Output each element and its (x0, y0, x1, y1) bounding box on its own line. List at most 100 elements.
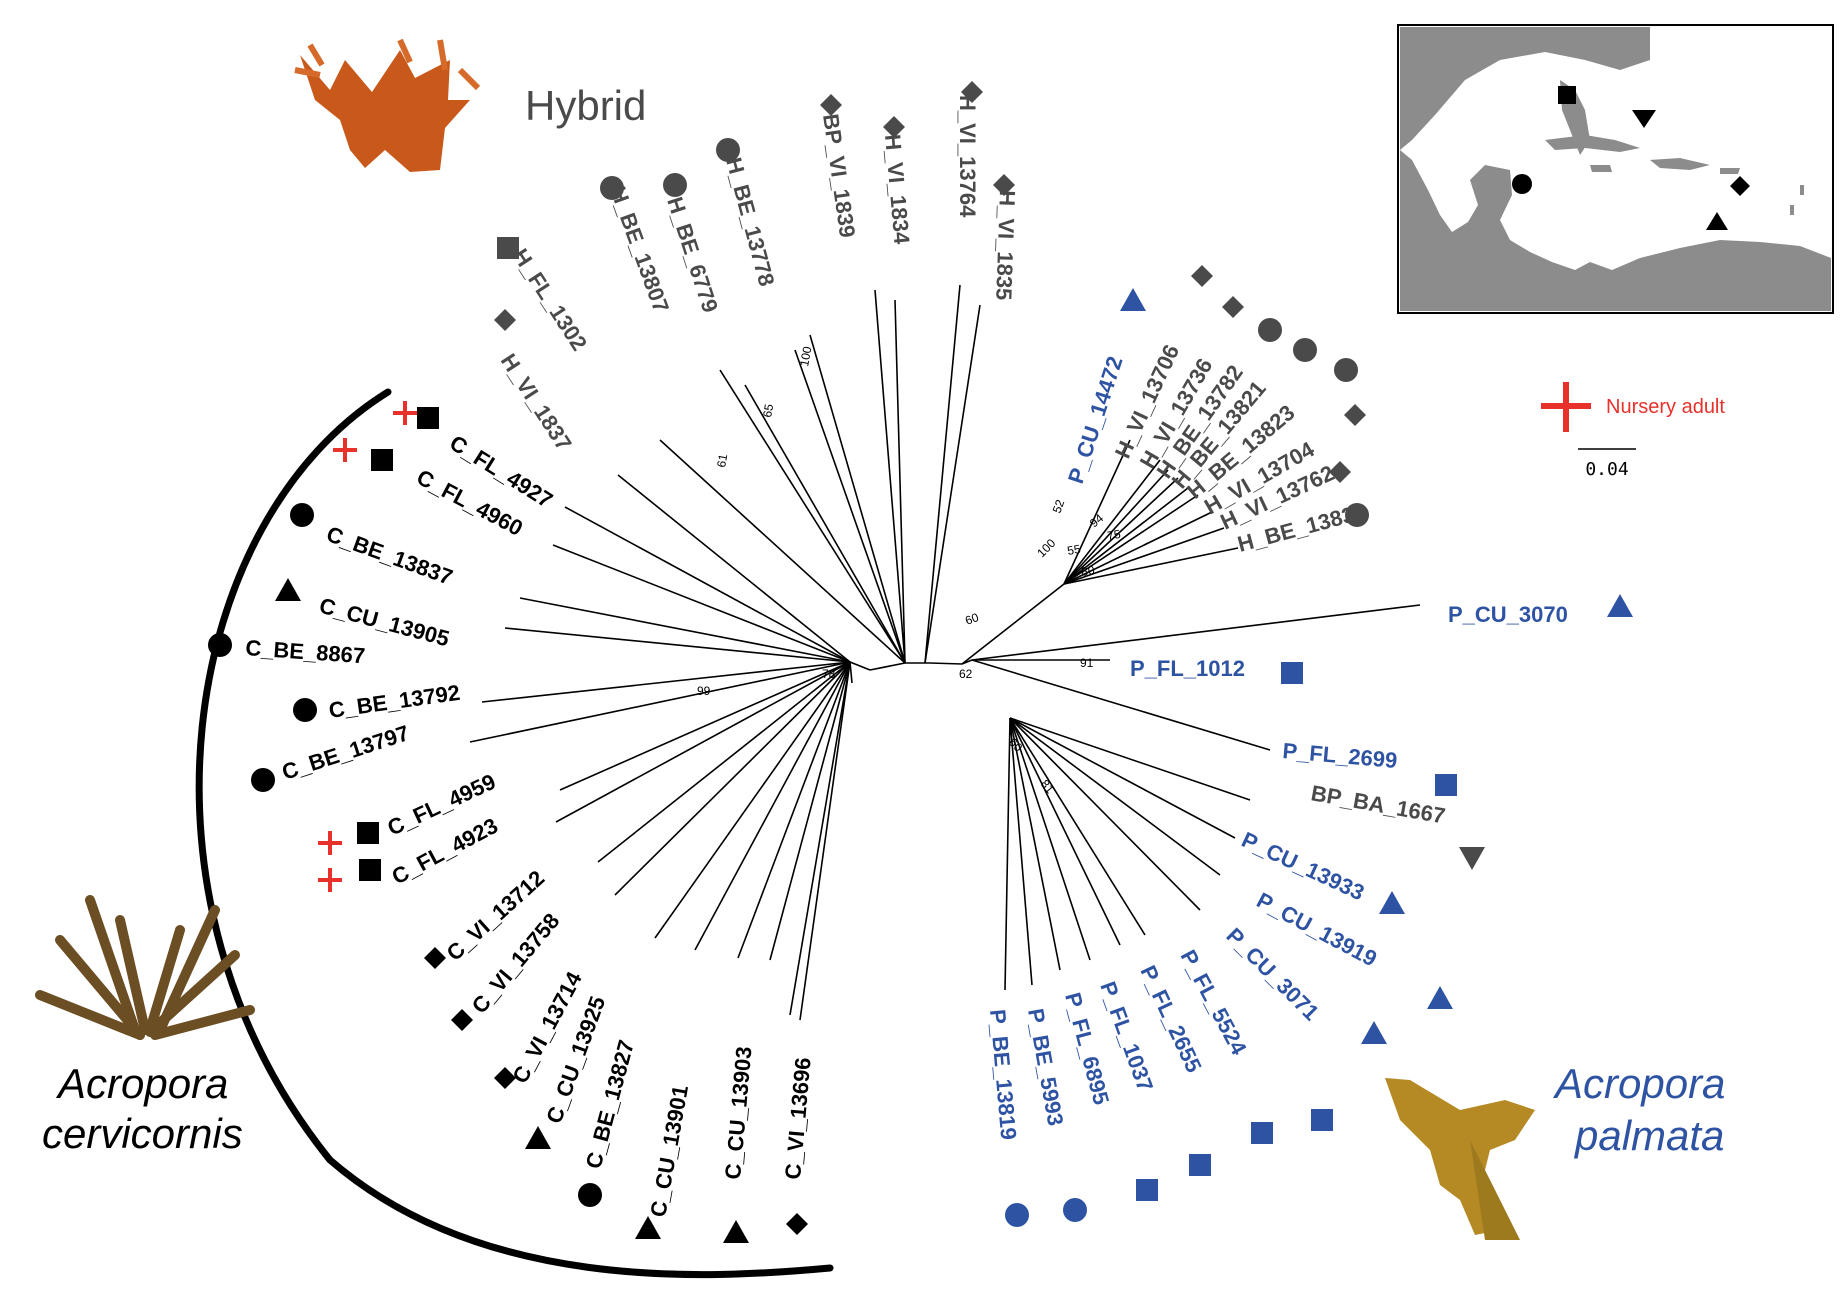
cervicornis-title-line1: Acropora (55, 1060, 228, 1107)
tip-label: H_FL_1302 (508, 244, 592, 355)
tip-branch (694, 661, 851, 951)
tip-branch (737, 661, 851, 959)
tip-branch (1009, 717, 1236, 839)
tip-label: C_BE_8867 (245, 635, 366, 668)
tip-label: BP_VI_1839 (818, 112, 860, 239)
tip-branch (1063, 469, 1169, 585)
triangle-marker (275, 578, 301, 601)
triangle-marker (635, 1216, 661, 1239)
bootstrap-value: 91 (1080, 656, 1094, 670)
bootstrap-value: 62 (959, 667, 973, 681)
square-marker (371, 449, 393, 471)
diamond-marker (820, 94, 842, 116)
tip-branch (1009, 717, 1201, 911)
circle-marker (208, 633, 232, 657)
bahamas-triangle-down-marker (1632, 110, 1656, 128)
bootstrap-value: 100 (797, 345, 814, 367)
bootstrap-value: 61 (714, 453, 730, 469)
tip-branch (564, 506, 851, 663)
bootstrap-value: 65 (760, 403, 776, 419)
diamond-marker (993, 174, 1015, 196)
nursery-cross-icon (393, 401, 417, 425)
tip-label: H_VI_1835 (991, 190, 1020, 301)
diamond-marker (451, 1009, 473, 1031)
internal-branch (849, 661, 853, 684)
square-marker (357, 822, 379, 844)
tip-branch (789, 661, 851, 1016)
square-marker (1251, 1122, 1273, 1144)
tip-branch (654, 661, 851, 939)
circle-marker (1293, 338, 1317, 362)
triangle-marker (1379, 891, 1405, 914)
tip-branch (1063, 459, 1161, 585)
diamond-marker (494, 1067, 516, 1089)
square-marker (359, 859, 381, 881)
diamond-marker (961, 81, 983, 103)
diamond-marker (1191, 265, 1213, 287)
tip-branch (1009, 717, 1251, 801)
tip-label: P_BE_5993 (1023, 1007, 1068, 1128)
tip-branch (971, 659, 1271, 751)
circle-marker (1005, 1203, 1029, 1227)
tip-branch (1063, 547, 1239, 585)
tip-label: H_BE_13778 (721, 155, 779, 289)
tip-branch (924, 304, 981, 664)
tip-branch (504, 627, 851, 663)
belize-circle-marker (1512, 174, 1532, 194)
internal-branch (869, 662, 906, 671)
internal-branch (849, 661, 871, 671)
tip-branch (1004, 717, 1011, 991)
bootstrap-value: 80 (1080, 563, 1096, 579)
tip-label: C_VI_13696 (780, 1056, 816, 1180)
tip-branch (1063, 511, 1213, 585)
circle-marker (1334, 358, 1358, 382)
cervicornis-coral-image (35, 895, 255, 1040)
tip-branch (519, 597, 851, 663)
tip-label: H_VI_13764 (955, 95, 980, 218)
tip-branch (1009, 717, 1091, 961)
curacao-triangle-marker (1706, 212, 1728, 230)
tip-label: H_VI_1837 (496, 349, 577, 455)
square-marker (1311, 1109, 1333, 1131)
tip-branch (659, 439, 906, 664)
tip-label: P_FL_1012 (1130, 656, 1245, 681)
circle-marker (578, 1183, 602, 1207)
tip-branch (924, 284, 961, 664)
triangle-marker (1427, 986, 1453, 1009)
internal-branch (929, 662, 963, 665)
tip-branch (559, 661, 851, 791)
tip-branch (614, 661, 851, 896)
tip-branch (1009, 717, 1121, 946)
tip-branch (1063, 487, 1189, 585)
nursery-legend: Nursery adult (1541, 382, 1725, 432)
tip-label: C_BE_13792 (327, 680, 461, 723)
triangle-marker (1361, 1021, 1387, 1044)
square-marker (497, 237, 519, 259)
circle-marker (1063, 1198, 1087, 1222)
tip-branch (719, 369, 906, 664)
palmata-title-line2: palmata (1573, 1112, 1724, 1159)
florida-square-marker (1558, 86, 1576, 104)
tip-branch (1009, 717, 1146, 936)
tip-branch (799, 661, 851, 1021)
tip-branch (809, 334, 906, 664)
bootstrap-value: 55 (1066, 542, 1082, 558)
nursery-cross-icon (333, 438, 357, 462)
tip-label: C_CU_13901 (645, 1083, 693, 1219)
virgin-islands-diamond-marker (1730, 176, 1750, 196)
triangle-marker (525, 1126, 551, 1149)
tip-label: H_VI_1834 (880, 133, 915, 246)
square-marker (417, 407, 439, 429)
triangle-marker (1607, 594, 1633, 617)
tip-branch (894, 299, 906, 664)
inset-map (1397, 24, 1834, 314)
tip-branch (552, 544, 851, 663)
diamond-marker (424, 947, 446, 969)
tip-label: C_BE_13797 (279, 720, 412, 785)
circle-marker (251, 768, 275, 792)
triangle-marker (723, 1220, 749, 1243)
tip-branch (971, 604, 1421, 661)
circle-marker (1345, 503, 1369, 527)
bootstrap-value: 100 (1034, 536, 1058, 560)
